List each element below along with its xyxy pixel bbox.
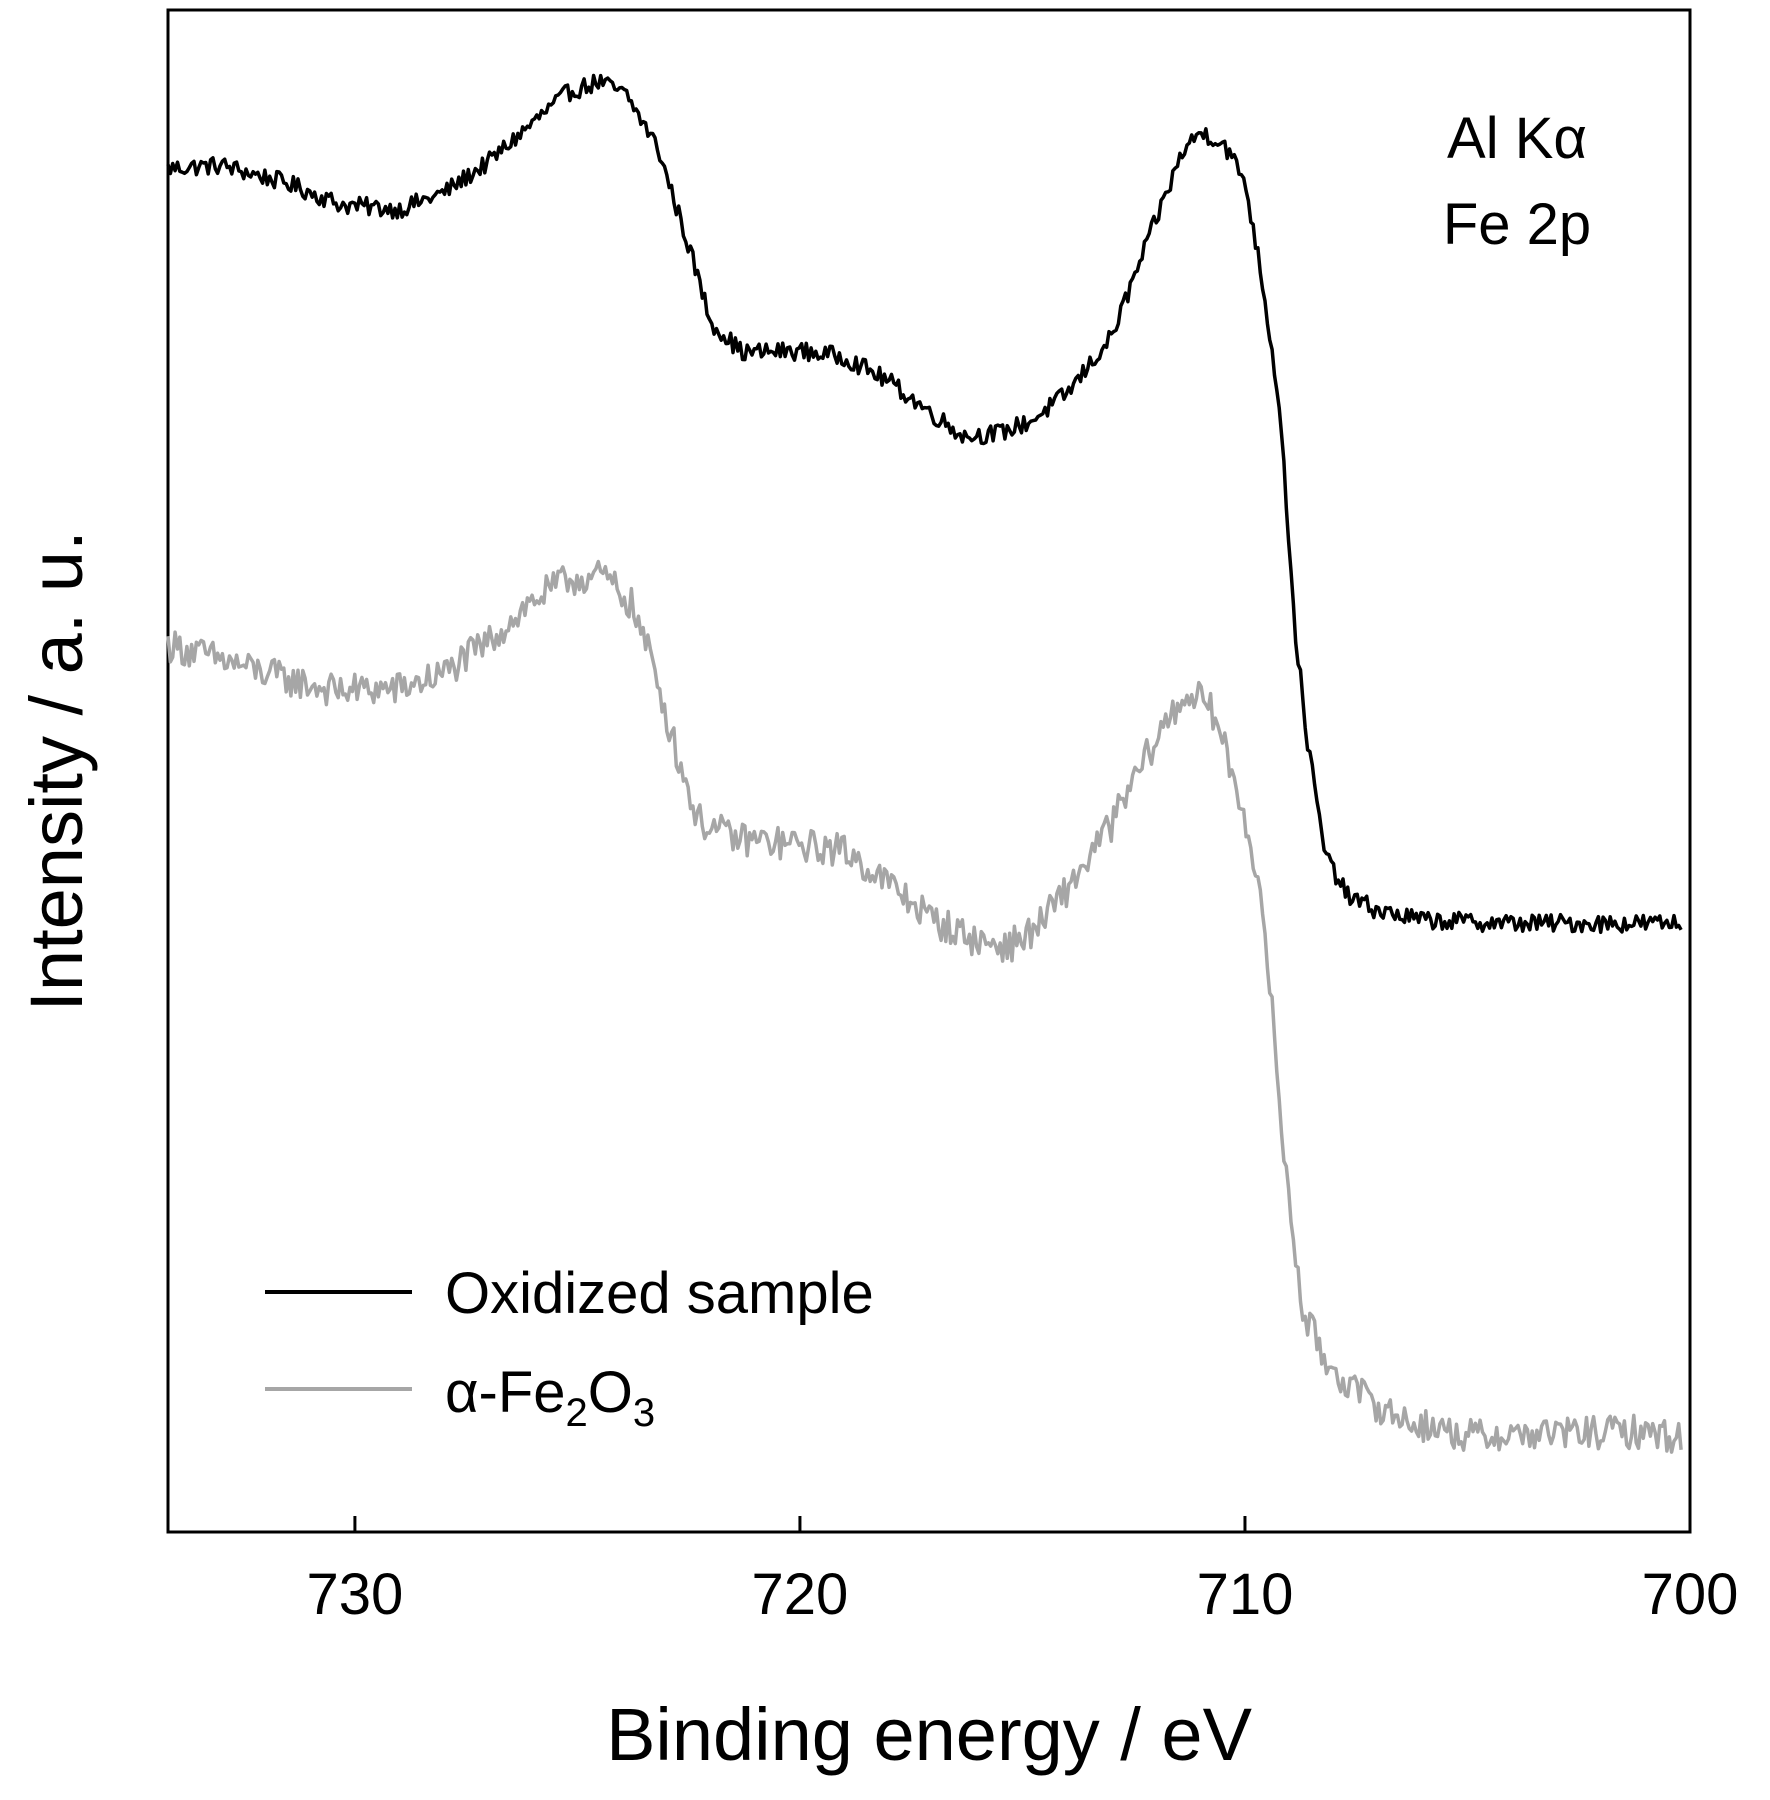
series-line-alpha-fe2o3 (166, 559, 1683, 1454)
annotation-source: Al Kα (1447, 106, 1587, 171)
x-tick-label-730: 730 (307, 1562, 404, 1627)
x-tick-label-710: 710 (1197, 1562, 1294, 1627)
y-axis-label: Intensity / a. u. (15, 530, 98, 1011)
legend-label-fe2o3: α-Fe2O3 (445, 1360, 655, 1435)
annotation-region: Fe 2p (1443, 192, 1591, 257)
x-axis-label: Binding energy / eV (606, 1693, 1253, 1776)
legend-label-oxidized: Oxidized sample (445, 1261, 874, 1326)
series-line-oxidized-sample (166, 73, 1683, 935)
series-layer (166, 73, 1683, 1454)
x-axis-ticks: 730 720 710 700 (307, 1516, 1739, 1627)
plot-frame (166, 8, 1692, 1534)
x-tick-label-700: 700 (1642, 1562, 1739, 1627)
x-tick-label-720: 720 (752, 1562, 849, 1627)
legend: Oxidized sample α-Fe2O3 (265, 1261, 874, 1435)
